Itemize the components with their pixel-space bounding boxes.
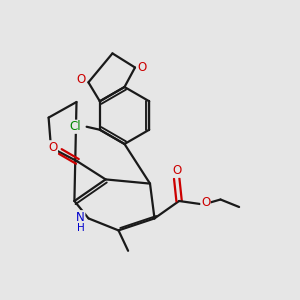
Text: O: O bbox=[76, 73, 85, 86]
Text: O: O bbox=[172, 164, 181, 177]
Text: O: O bbox=[201, 196, 210, 209]
Text: N: N bbox=[76, 211, 85, 224]
Text: H: H bbox=[76, 223, 84, 233]
Text: Cl: Cl bbox=[69, 120, 81, 133]
Text: O: O bbox=[138, 61, 147, 74]
Text: O: O bbox=[48, 141, 57, 154]
